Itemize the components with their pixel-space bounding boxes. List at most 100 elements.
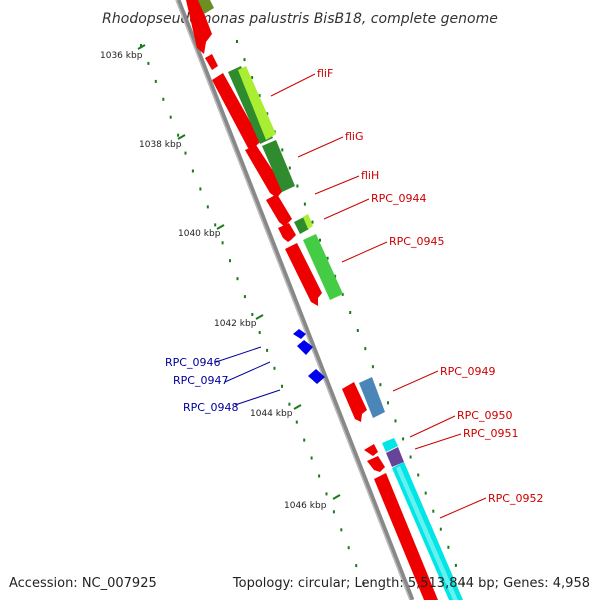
label-RPC_0946[interactable]: RPC_0946 bbox=[165, 356, 220, 369]
outer-track-dot bbox=[439, 527, 442, 531]
label-RPC_0944[interactable]: RPC_0944 bbox=[371, 192, 426, 205]
inner-track-dot bbox=[355, 564, 358, 568]
leader-RPC_0944 bbox=[323, 198, 370, 220]
leader-RPC_0946 bbox=[215, 346, 262, 363]
label-fliH[interactable]: fliH bbox=[361, 169, 379, 182]
inner-track-dot bbox=[184, 151, 187, 155]
gene-fliH[interactable] bbox=[266, 194, 292, 227]
inner-track-dot bbox=[325, 492, 328, 496]
outer-track-dot bbox=[303, 202, 306, 206]
inner-track-dot bbox=[236, 277, 239, 281]
inner-track-dot bbox=[154, 79, 157, 83]
tick-1044 bbox=[293, 404, 302, 410]
leader-RPC_0950 bbox=[409, 415, 456, 438]
outer-track-dot bbox=[394, 419, 397, 423]
kbp-label-1044: 1044 kbp bbox=[250, 409, 293, 419]
reverse-genes bbox=[293, 329, 325, 384]
inner-dotted-track bbox=[140, 44, 365, 586]
outer-track-dot bbox=[349, 311, 352, 314]
outer-track-dot bbox=[251, 76, 254, 80]
kbp-ticks bbox=[137, 44, 341, 500]
label-RPC_0950[interactable]: RPC_0950 bbox=[457, 409, 512, 422]
accession-text: Accession: NC_007925 bbox=[9, 576, 157, 591]
label-RPC_0945[interactable]: RPC_0945 bbox=[389, 235, 444, 248]
inner-track-dot bbox=[177, 133, 180, 137]
outer-track-dot bbox=[424, 491, 427, 495]
label-RPC_0947[interactable]: RPC_0947 bbox=[173, 374, 228, 387]
label-RPC_0949[interactable]: RPC_0949 bbox=[440, 365, 495, 378]
outer-track-dot bbox=[417, 473, 420, 477]
genome-stats-text: Topology: circular; Length: 5,513,844 bp… bbox=[232, 576, 590, 591]
outer-track-dot bbox=[454, 563, 457, 567]
inner-track-dot bbox=[273, 366, 276, 370]
outer-track-dot bbox=[258, 94, 261, 98]
label-RPC_0952[interactable]: RPC_0952 bbox=[488, 492, 543, 505]
inner-track-dot bbox=[140, 44, 142, 47]
leader-RPC_0949 bbox=[392, 370, 439, 392]
kbp-label-1046: 1046 kbp bbox=[284, 501, 327, 511]
feature-top bbox=[198, 0, 214, 14]
tick-1038 bbox=[177, 134, 186, 140]
label-RPC_0951[interactable]: RPC_0951 bbox=[463, 427, 518, 440]
gene-RPC_0950[interactable] bbox=[367, 456, 385, 472]
inner-track-dot bbox=[281, 384, 283, 388]
feature-track bbox=[198, 0, 463, 600]
inner-track-dot bbox=[199, 187, 202, 191]
leader-fliF bbox=[270, 73, 316, 97]
inner-track-dot bbox=[258, 331, 261, 334]
inner-track-dot bbox=[303, 438, 306, 442]
outer-track-dot bbox=[334, 274, 337, 278]
leader-fliH bbox=[314, 175, 360, 195]
inner-track-dot bbox=[332, 510, 335, 514]
inner-track-dot bbox=[191, 169, 194, 173]
outer-track-dot bbox=[356, 329, 359, 332]
outer-track-dot bbox=[364, 347, 367, 351]
inner-track-dot bbox=[340, 528, 343, 532]
outer-track-dot bbox=[409, 455, 412, 459]
outer-track-dot bbox=[296, 184, 299, 188]
feature-RPC_0950 bbox=[382, 438, 398, 452]
gene-top-1[interactable] bbox=[186, 0, 212, 54]
outer-track-dot bbox=[432, 509, 435, 513]
outer-track-dot bbox=[326, 256, 329, 260]
leader-RPC_0951 bbox=[414, 433, 462, 450]
gene-RPC_0947[interactable] bbox=[297, 340, 313, 355]
feature-RPC_0945 bbox=[303, 234, 343, 300]
label-leaders bbox=[215, 73, 487, 519]
gene-RPC_0945[interactable] bbox=[285, 243, 322, 306]
forward-genes bbox=[186, 0, 438, 600]
gene-fliF[interactable] bbox=[212, 73, 261, 153]
gene-RPC_0950-a[interactable] bbox=[364, 444, 378, 456]
outer-track-dot bbox=[281, 148, 284, 152]
inner-track-dot bbox=[206, 205, 209, 209]
leader-RPC_0947 bbox=[224, 361, 271, 383]
kbp-labels: 1036 kbp 1038 kbp 1040 kbp 1042 kbp 1044… bbox=[100, 51, 327, 511]
outer-track-dot bbox=[311, 220, 314, 224]
gene-RPC_0944[interactable] bbox=[278, 223, 296, 242]
outer-track-dot bbox=[266, 112, 269, 116]
kbp-label-1042: 1042 kbp bbox=[214, 319, 257, 329]
outer-track-dot bbox=[387, 401, 389, 405]
inner-track-dot bbox=[214, 223, 217, 227]
gene-fliG[interactable] bbox=[245, 145, 285, 198]
outer-track-dot bbox=[288, 166, 291, 170]
leader-RPC_0948 bbox=[234, 389, 281, 406]
gene-RPC_0948[interactable] bbox=[308, 369, 325, 384]
inner-track-dot bbox=[162, 97, 165, 101]
inner-track-dot bbox=[266, 348, 269, 352]
outer-dotted-track bbox=[236, 40, 465, 585]
inner-track-dot bbox=[243, 295, 246, 299]
outer-track-dot bbox=[402, 437, 405, 441]
outer-track-dot bbox=[236, 40, 238, 43]
leader-fliG bbox=[297, 136, 344, 158]
label-fliF[interactable]: fliF bbox=[317, 67, 333, 80]
inner-track-dot bbox=[295, 420, 298, 424]
gene-RPC_0949[interactable] bbox=[342, 382, 367, 422]
kbp-label-1038: 1038 kbp bbox=[139, 140, 182, 150]
label-RPC_0948[interactable]: RPC_0948 bbox=[183, 401, 238, 414]
gene-RPC_0946[interactable] bbox=[293, 329, 306, 339]
label-fliG[interactable]: fliG bbox=[345, 130, 364, 143]
inner-track-dot bbox=[310, 456, 313, 460]
gene-RPC_0952-fwd[interactable] bbox=[374, 473, 438, 600]
gene-top-2[interactable] bbox=[205, 54, 218, 70]
